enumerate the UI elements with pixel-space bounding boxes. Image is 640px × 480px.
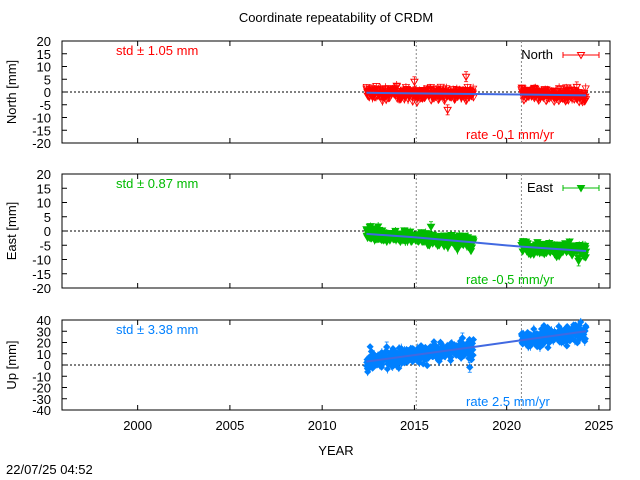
x-tick-label: 2025	[584, 418, 613, 433]
legend-label: East	[527, 180, 553, 195]
y-tick-label: 20	[37, 336, 51, 351]
y-tick-label: -30	[32, 392, 51, 407]
y-tick-label: -10	[32, 253, 51, 268]
data-series-east	[362, 221, 591, 267]
std-annotation: std ± 3.38 mm	[116, 322, 198, 337]
y-tick-label: -20	[32, 381, 51, 396]
x-tick-label: 2000	[123, 418, 152, 433]
data-point	[373, 223, 383, 231]
trend-line	[366, 232, 587, 252]
y-tick-label: -5	[39, 238, 51, 253]
data-point	[443, 106, 453, 115]
y-tick-label: -15	[32, 123, 51, 138]
y-axis-label: North [mm]	[4, 60, 19, 124]
y-tick-label: 0	[44, 85, 51, 100]
x-tick-label: 2015	[400, 418, 429, 433]
data-point	[383, 343, 391, 351]
data-point	[469, 351, 477, 359]
data-point	[581, 93, 590, 101]
data-point	[410, 78, 419, 87]
y-axis-label: Up [mm]	[4, 340, 19, 389]
data-point	[468, 85, 478, 93]
y-tick-label: -40	[32, 403, 51, 418]
y-tick-label: -5	[39, 98, 51, 113]
x-tick-label: 2005	[215, 418, 244, 433]
data-point	[577, 318, 585, 326]
x-tick-label: 2010	[308, 418, 337, 433]
legend-marker	[576, 185, 586, 193]
rate-annotation: rate -0.1 mm/yr	[466, 127, 555, 142]
data-point	[469, 336, 478, 344]
timestamp-label: 22/07/25 04:52	[6, 462, 93, 477]
data-point	[461, 73, 471, 82]
data-point	[579, 90, 589, 98]
y-tick-label: -15	[32, 267, 51, 282]
data-point	[581, 335, 589, 343]
y-tick-label: 20	[37, 167, 51, 182]
data-point	[572, 83, 582, 92]
rate-annotation: rate 2.5 mm/yr	[466, 394, 550, 409]
x-tick-label: 2020	[492, 418, 521, 433]
data-point	[565, 238, 574, 246]
y-tick-label: 0	[44, 224, 51, 239]
legend-label: North	[521, 47, 553, 62]
data-point	[392, 83, 402, 91]
y-tick-label: 5	[44, 72, 51, 87]
y-tick-label: 15	[37, 181, 51, 196]
y-tick-label: 10	[37, 196, 51, 211]
data-point	[466, 363, 474, 371]
data-point	[544, 344, 552, 352]
data-point	[582, 323, 590, 331]
data-point	[426, 223, 436, 232]
y-tick-label: -20	[32, 136, 51, 151]
trend-line	[366, 330, 587, 363]
data-point	[423, 361, 431, 370]
y-tick-label: -10	[32, 369, 51, 384]
chart-title: Coordinate repeatability of CRDM	[239, 10, 433, 25]
trend-line	[366, 91, 587, 97]
y-axis-label: East [mm]	[4, 202, 19, 261]
data-point	[395, 364, 403, 372]
legend-east: East	[527, 180, 600, 195]
data-point	[563, 342, 571, 350]
data-point	[574, 257, 584, 266]
std-annotation: std ± 0.87 mm	[116, 176, 198, 191]
y-tick-label: 40	[37, 313, 51, 328]
legend-marker	[576, 52, 586, 60]
data-point	[435, 357, 443, 365]
data-point	[581, 96, 591, 104]
y-tick-label: 20	[37, 34, 51, 49]
y-tick-label: 10	[37, 60, 51, 75]
y-tick-label: 15	[37, 47, 51, 62]
y-tick-label: 5	[44, 210, 51, 225]
std-annotation: std ± 1.05 mm	[116, 43, 198, 58]
y-tick-label: -10	[32, 111, 51, 126]
data-point	[447, 353, 455, 361]
legend-north: North	[521, 47, 600, 62]
y-tick-label: 10	[37, 347, 51, 362]
x-axis-label: YEAR	[318, 443, 353, 458]
y-tick-label: 30	[37, 324, 51, 339]
y-tick-label: -20	[32, 281, 51, 296]
data-point	[458, 334, 467, 342]
data-point	[581, 85, 590, 93]
rate-annotation: rate -0.5 mm/yr	[466, 272, 555, 287]
data-point	[436, 83, 445, 92]
data-point	[362, 84, 371, 92]
y-tick-label: 0	[44, 358, 51, 373]
